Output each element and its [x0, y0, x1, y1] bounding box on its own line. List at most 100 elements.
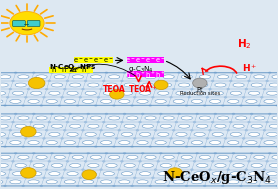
- Circle shape: [81, 129, 85, 131]
- Circle shape: [45, 88, 48, 90]
- Ellipse shape: [127, 116, 138, 120]
- Ellipse shape: [106, 83, 117, 87]
- Circle shape: [87, 152, 90, 154]
- Circle shape: [61, 137, 64, 140]
- Ellipse shape: [264, 180, 275, 184]
- Circle shape: [110, 89, 124, 99]
- Circle shape: [190, 168, 193, 171]
- Ellipse shape: [249, 172, 260, 176]
- Circle shape: [167, 185, 170, 187]
- Circle shape: [250, 113, 253, 115]
- Ellipse shape: [199, 116, 210, 120]
- Circle shape: [263, 88, 266, 90]
- Circle shape: [94, 146, 98, 148]
- FancyBboxPatch shape: [13, 21, 25, 26]
- Circle shape: [185, 104, 188, 107]
- Circle shape: [102, 80, 105, 82]
- Circle shape: [48, 80, 51, 82]
- Circle shape: [154, 168, 157, 171]
- Circle shape: [32, 72, 36, 74]
- Ellipse shape: [140, 91, 151, 95]
- Circle shape: [42, 96, 46, 98]
- Ellipse shape: [158, 132, 169, 136]
- Circle shape: [136, 168, 139, 171]
- Circle shape: [206, 177, 209, 179]
- Ellipse shape: [103, 172, 115, 176]
- Ellipse shape: [124, 124, 135, 128]
- Circle shape: [21, 185, 25, 187]
- Ellipse shape: [212, 132, 224, 136]
- Ellipse shape: [251, 83, 262, 87]
- Ellipse shape: [64, 141, 76, 145]
- Ellipse shape: [0, 83, 8, 87]
- Circle shape: [63, 168, 66, 171]
- Circle shape: [239, 146, 243, 148]
- Ellipse shape: [199, 155, 210, 159]
- Circle shape: [58, 185, 61, 187]
- Circle shape: [214, 152, 217, 154]
- Circle shape: [148, 104, 152, 107]
- Ellipse shape: [51, 163, 63, 167]
- Circle shape: [68, 152, 72, 154]
- Ellipse shape: [233, 124, 244, 128]
- Polygon shape: [0, 153, 278, 186]
- Circle shape: [58, 146, 61, 148]
- Circle shape: [227, 168, 230, 171]
- Circle shape: [263, 129, 266, 131]
- Circle shape: [45, 168, 48, 171]
- Circle shape: [136, 129, 139, 131]
- Circle shape: [229, 160, 232, 163]
- Ellipse shape: [217, 75, 229, 79]
- Circle shape: [63, 88, 66, 90]
- Circle shape: [193, 121, 196, 123]
- Ellipse shape: [163, 75, 174, 79]
- Ellipse shape: [54, 116, 65, 120]
- Circle shape: [97, 96, 100, 98]
- Circle shape: [6, 137, 9, 140]
- Ellipse shape: [85, 91, 96, 95]
- Circle shape: [112, 104, 116, 107]
- Circle shape: [148, 185, 152, 187]
- Circle shape: [130, 104, 134, 107]
- Ellipse shape: [178, 124, 190, 128]
- Ellipse shape: [197, 124, 208, 128]
- Circle shape: [242, 177, 245, 179]
- Circle shape: [3, 104, 7, 107]
- Ellipse shape: [236, 75, 247, 79]
- Circle shape: [169, 177, 173, 179]
- Ellipse shape: [103, 91, 115, 95]
- Circle shape: [100, 168, 103, 171]
- Ellipse shape: [64, 180, 76, 184]
- Circle shape: [247, 160, 251, 163]
- Circle shape: [224, 96, 227, 98]
- Ellipse shape: [108, 116, 120, 120]
- Circle shape: [268, 72, 271, 74]
- Circle shape: [45, 129, 48, 131]
- Ellipse shape: [13, 91, 24, 95]
- Ellipse shape: [163, 155, 174, 159]
- Circle shape: [154, 80, 168, 90]
- FancyBboxPatch shape: [74, 57, 113, 63]
- Circle shape: [48, 121, 51, 123]
- Ellipse shape: [251, 163, 262, 167]
- Circle shape: [102, 121, 105, 123]
- Ellipse shape: [230, 172, 242, 176]
- Circle shape: [123, 72, 126, 74]
- Circle shape: [50, 152, 54, 154]
- Ellipse shape: [254, 75, 265, 79]
- Ellipse shape: [228, 180, 239, 184]
- Circle shape: [211, 80, 214, 82]
- Ellipse shape: [194, 132, 205, 136]
- Circle shape: [120, 80, 124, 82]
- Circle shape: [154, 129, 157, 131]
- Ellipse shape: [145, 75, 156, 79]
- Circle shape: [167, 168, 182, 178]
- Circle shape: [63, 129, 66, 131]
- Ellipse shape: [178, 163, 190, 167]
- Ellipse shape: [119, 99, 130, 103]
- Circle shape: [229, 121, 232, 123]
- Circle shape: [6, 177, 9, 179]
- Ellipse shape: [51, 124, 63, 128]
- Circle shape: [245, 129, 248, 131]
- Circle shape: [193, 160, 196, 163]
